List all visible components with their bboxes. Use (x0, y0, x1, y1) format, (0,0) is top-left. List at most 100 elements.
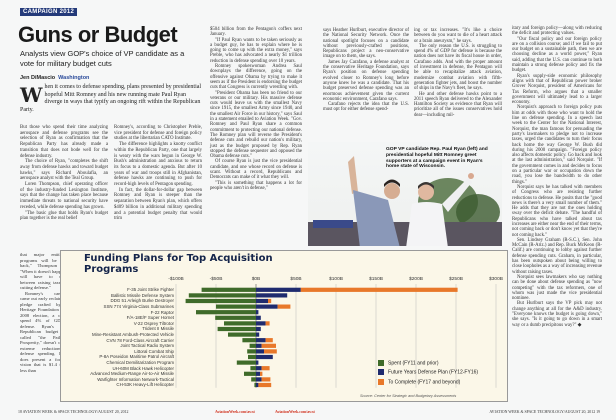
x-tick-label: $100B (329, 277, 343, 282)
paragraph: Carafano rejects the idea that the U.S. … (323, 102, 409, 113)
bar-fydp (256, 304, 278, 309)
column-d: says Heather Hurlburt, executive directo… (323, 28, 409, 113)
chart-source: Source: Center for Strategic and Budgeta… (360, 394, 457, 398)
bar-to-complete (300, 287, 458, 292)
bar-spent (185, 298, 256, 304)
byline: Jen DiMascio Washington (20, 75, 89, 81)
legend-swatch (378, 378, 384, 385)
category-label: CH-53K Heavy-Lift Helicopter (116, 382, 174, 388)
x-tick-label: -$100B (168, 277, 184, 282)
column-c: $504 billion from the Pentagon's coffers… (210, 27, 302, 191)
bar-fydp (256, 326, 261, 332)
paragraph: He and other defense hawks point to a 20… (414, 91, 502, 118)
paragraph: says Heather Hurlburt, executive directo… (323, 28, 409, 60)
paragraph: The difference highlights a knotty confl… (114, 142, 202, 188)
category-label: Ballistic Missile Defense System (111, 292, 174, 298)
bar-to-complete (258, 382, 272, 388)
bar-fydp (256, 354, 273, 360)
bar-fydp (256, 360, 259, 365)
paragraph: "Our fiscal policy and our foreign polic… (512, 36, 602, 74)
category-label: SSN 774 Virginia-Class Submarines (103, 304, 174, 309)
bar-fydp (256, 332, 260, 337)
bar-spent (228, 332, 256, 337)
bar-spent (196, 310, 256, 315)
paragraph: Sen. Lindsey Graham (R-S.C.), Sen. John … (512, 237, 602, 275)
bar-fydp (256, 349, 264, 354)
column-a-continued: that major entitlement programs will be … (20, 252, 72, 373)
category-label: Mine-Resistant Ambush-Protected Vehicle (92, 332, 174, 337)
footer-right: AVIATION WEEK & SPACE TECHNOLOGY/AUGUST … (489, 410, 600, 414)
deck-subtitle: Analysts view GOP's choice of VP candida… (20, 49, 185, 68)
category-label: CVN 78 Ford-Class Aircraft Carrier (106, 337, 174, 343)
bar-spent (217, 326, 256, 332)
chart-panel (60, 250, 508, 402)
legend-label: Spent (FY11 and prior) (388, 360, 439, 367)
headline: Guns or Budget (18, 22, 178, 47)
x-tick-label: -$50B (209, 277, 223, 282)
category-label: Warfighter Information Network-Tactical (97, 376, 174, 382)
paragraph: Romney spokeswoman Andrea Saul downplays… (210, 64, 302, 91)
legend-item-complete: To Complete (FY17 and beyond) (378, 378, 478, 386)
category-label: V-22 Osprey Tiltrotor (133, 320, 174, 326)
paragraph: Of course Ryan is just the vice presiden… (210, 159, 302, 181)
author: Jen DiMascio (20, 75, 56, 81)
paragraph: "This is something that happens a lot fo… (210, 180, 302, 191)
bar-spent (244, 371, 256, 376)
bar-to-complete (265, 338, 273, 343)
x-tick-label: $0B (251, 277, 261, 282)
category-label: Chemical Demilitarization Program (106, 360, 174, 365)
bar-fydp (256, 377, 262, 382)
paragraph: itary and foreign policy—along with redu… (512, 26, 602, 37)
bar-spent (249, 343, 256, 348)
bar-fydp (256, 287, 301, 292)
paragraph: But Hurlburt says the VP pick may not ch… (512, 301, 602, 328)
category-label: Trident II Missile (142, 326, 174, 332)
bar-spent (251, 377, 256, 382)
paragraph: But those who spend their time analyzing… (20, 125, 108, 159)
bar-to-complete (260, 371, 263, 376)
bar-fydp (256, 315, 261, 320)
category-label: Advanced Medium-Range Air-to-Air Missile (90, 371, 174, 377)
legend-label: Future Years Defense Plan (FY12-FY16) (388, 369, 479, 376)
paragraph: The choice of Ryan, "completes the shift… (20, 159, 108, 182)
bar-to-complete (277, 304, 291, 309)
bar-spent (250, 366, 256, 371)
paragraph: "President Obama has been no friend to o… (210, 90, 302, 160)
paragraph: $504 billion from the Pentagon's coffers… (210, 27, 302, 38)
bar-spent (188, 293, 256, 298)
legend-item-fydp: Future Years Defense Plan (FY12-FY16) (378, 369, 478, 376)
column-f: itary and foreign policy—along with redu… (512, 26, 602, 328)
bar-fydp (256, 366, 262, 371)
chart-title: Funding Plans for Top Acquisition Progra… (84, 253, 273, 275)
photo-caption: GOP VP candidate Rep. Paul Ryan (left) a… (386, 147, 488, 170)
bar-spent (247, 349, 256, 354)
paragraph: Romney's campaign came out early reclaim… (20, 290, 72, 373)
footer-link-2[interactable]: AviationWeek.com/awst (275, 410, 315, 414)
footer-link-1[interactable]: AviationWeek.com/awst (215, 410, 255, 414)
paragraph: Norquist's approach to foreign policy pu… (512, 105, 602, 185)
bar-to-complete (261, 366, 270, 371)
legend-item-spent: Spent (FY11 and prior) (378, 360, 478, 367)
bar-spent (216, 304, 256, 309)
paragraph: The only reason the U.S. is struggling t… (414, 43, 502, 92)
chart-legend: Spent (FY11 and prior) Future Years Defe… (378, 360, 478, 386)
paragraph: ing or tax increases. "It's like a choic… (414, 28, 502, 44)
column-b: Romney's, according to Christopher Prebl… (114, 125, 202, 222)
footer-left: 18 AVIATION WEEK & SPACE TECHNOLOGY/AUGU… (18, 410, 129, 414)
x-tick-label: $50B (290, 277, 302, 282)
paragraph: In fact, the dollar-for-dollar gap betwe… (114, 187, 202, 222)
paragraph: Loren Thompson, chief operating officer … (20, 182, 108, 210)
bar-fydp (256, 293, 288, 298)
bar-fydp (256, 298, 268, 304)
paragraph: "If Paul Ryan wants to be taken seriousl… (210, 37, 302, 64)
bar-to-complete (264, 349, 277, 354)
category-label: P-8A Poseidon Maritime Patrol Aircraft (99, 354, 174, 360)
bar-fydp (256, 382, 259, 388)
campaign-photo (308, 142, 502, 246)
legend-swatch (378, 369, 384, 376)
category-label: Littoral Combat Ship (134, 348, 174, 354)
bar-spent (236, 360, 256, 365)
paragraph: "The basic glue that holds Ryan's budget… (20, 210, 108, 222)
bar-to-complete (265, 321, 270, 326)
column-a: But those who spend their time analyzing… (20, 125, 108, 222)
